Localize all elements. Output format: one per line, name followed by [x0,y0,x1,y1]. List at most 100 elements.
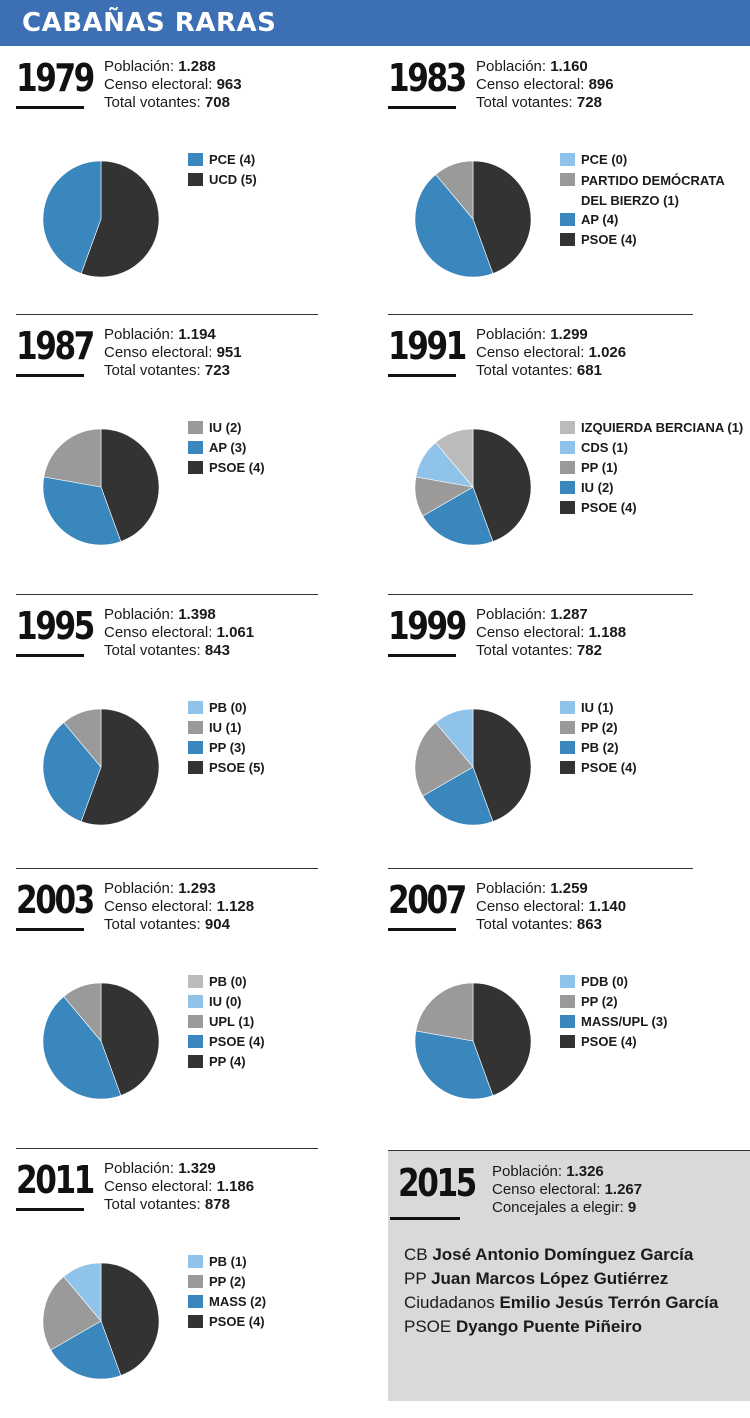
pie-slice [42,1276,102,1351]
legend-label: AP (4) [581,212,619,227]
pie-slice [42,160,102,274]
pie-slice [472,160,532,274]
legend-swatch [560,461,575,474]
stats: Población: 1.293 Censo electoral: 1.128 To… [104,880,254,934]
legend-label: IU (0) [209,994,242,1009]
legend-swatch [560,421,575,434]
legend-swatch [188,1015,203,1028]
pie-slice [100,982,160,1096]
census-row: Censo electoral: 1.186 [104,1178,255,1195]
legend-label: PSOE (4) [581,760,637,775]
legend-label: PB (0) [209,974,247,989]
pie-slice [414,722,474,797]
legend-swatch [560,741,575,754]
legend-swatch [560,441,575,454]
legend-swatch [560,173,575,186]
legend-label: PDB (0) [581,974,628,989]
population-row: Población: 1.194 [104,326,216,343]
legend-label: PSOE (5) [209,760,265,775]
legend-swatch [188,441,203,454]
year-label: 1995 [16,604,95,648]
divider [16,1148,318,1149]
candidate-row: Ciudadanos Emilio Jesús Terrón García [404,1293,719,1312]
councillors-row: Concejales a elegir: 9 [492,1199,637,1216]
population-row: Población: 1.293 [104,880,216,897]
legend-label: IZQUIERDA BERCIANA (1) [581,420,744,435]
voters-row: Total votantes: 904 [104,916,230,933]
legend-label: PP (2) [581,994,618,1009]
legend-swatch [188,1275,203,1288]
pie-chart [414,982,532,1100]
election-1995-block: 1995 Población: 1.398 Censo electoral: 1.0… [16,594,386,864]
pie-slice [42,476,122,546]
legend-swatch [188,1315,203,1328]
election-2007-block: 2007 Población: 1.259 Censo electoral: 1.1… [388,868,750,1138]
census-row: Censo electoral: 1.140 [476,898,627,915]
census-row: Censo electoral: 1.128 [104,898,255,915]
legend-swatch [560,233,575,246]
year-underline [388,374,456,377]
legend-label: IU (2) [581,480,614,495]
stats: Población: 1.259 Censo electoral: 1.140 To… [476,880,626,934]
pie-slice [415,982,474,1042]
pie-slice [435,428,474,488]
stats: Población: 1.299 Censo electoral: 1.026 To… [476,326,626,380]
divider [388,594,693,595]
legend-swatch [560,213,575,226]
legend-label: IU (1) [209,720,242,735]
legend-label: PP (4) [209,1054,246,1069]
year-label: 2003 [16,878,95,922]
election-1979-block: 1979 Población: 1.288 Censo electoral: 963… [16,46,386,316]
pie-slice [100,1262,160,1376]
census-row: Censo electoral: 1.188 [476,624,627,641]
population-row: Población: 1.299 [476,326,588,343]
legend-swatch [188,1035,203,1048]
voters-row: Total votantes: 723 [104,362,230,379]
divider [16,868,318,869]
stats: Población: 1.326 Censo electoral: 1.267 … [492,1163,642,1217]
pie-slice [472,708,532,822]
election-2003-block: 2003 Población: 1.293 Censo electoral: 1.1… [16,868,386,1138]
census-row: Censo electoral: 896 [476,76,614,93]
legend-label: PSOE (4) [581,500,637,515]
legend-label: AP (3) [209,440,247,455]
pie-chart [42,160,160,278]
census-row: Censo electoral: 1.267 [492,1181,643,1198]
voters-row: Total votantes: 843 [104,642,230,659]
candidate-row: PSOE Dyango Puente Piñeiro [404,1317,643,1336]
legend-swatch [188,995,203,1008]
population-row: Población: 1.288 [104,58,216,75]
population-row: Población: 1.287 [476,606,588,623]
voters-row: Total votantes: 708 [104,94,230,111]
pie-slice [42,996,122,1100]
divider [388,868,693,869]
legend-label: PSOE (4) [209,1034,265,1049]
legend-swatch [560,1015,575,1028]
year-underline [388,928,456,931]
legend-swatch [188,1295,203,1308]
census-row: Censo electoral: 1.061 [104,624,255,641]
legend-swatch [560,153,575,166]
pie-slice [80,708,160,826]
candidate-row: CB José Antonio Domínguez García [404,1245,694,1264]
year-label: 1987 [16,324,95,368]
pie-chart [42,708,160,826]
legend-label: PB (2) [581,740,619,755]
legend-label: PB (0) [209,700,247,715]
year-label: 1991 [388,324,467,368]
legend-label: PSOE (4) [581,1034,637,1049]
pie-slice [422,486,494,546]
year-underline [388,654,456,657]
legend-swatch [188,173,203,186]
legend-label: PP (2) [209,1274,246,1289]
election-1987-block: 1987 Población: 1.194 Censo electoral: 951… [16,314,386,584]
year-label: 2007 [388,878,467,922]
pie-slice [50,1320,122,1380]
legend-label: PB (1) [209,1254,247,1269]
pie-slice [414,1030,494,1100]
legend-swatch [188,421,203,434]
stats: Población: 1.287 Censo electoral: 1.188 To… [476,606,626,660]
pie-slice [435,708,474,768]
election-1991-block: 1991 Población: 1.299 Censo electoral: 1.0… [388,314,750,584]
legend-label: MASS (2) [209,1294,267,1309]
